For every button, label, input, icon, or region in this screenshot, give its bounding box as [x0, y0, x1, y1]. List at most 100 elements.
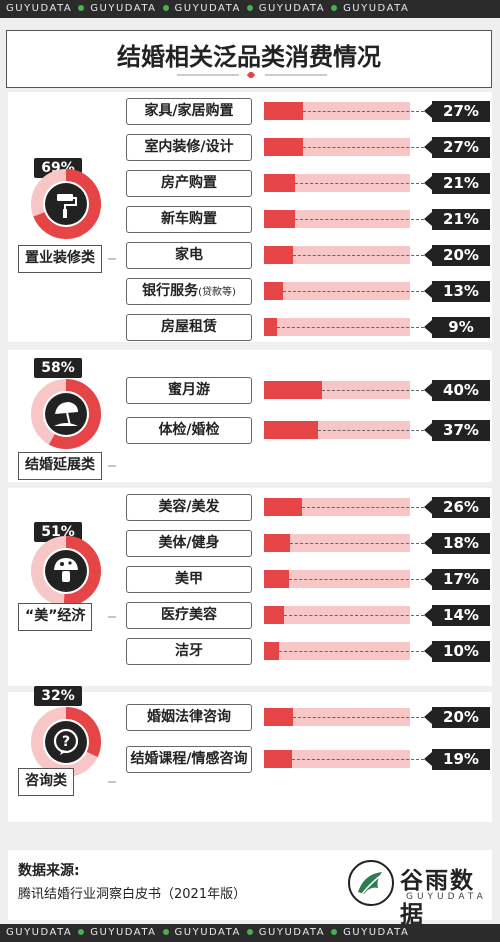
value-pointer [424, 644, 432, 658]
bar-category-label: 结婚课程/情感咨询 [126, 746, 252, 773]
bar-category-label: 蜜月游 [126, 377, 252, 404]
ticker-word: GUYUDATA [343, 3, 410, 14]
brand-subtitle: GUYUDATA [406, 892, 487, 902]
bar-row: 结婚课程/情感咨询 19% [8, 744, 492, 774]
bar-value-label: 10% [432, 641, 490, 662]
bar-category-label: 银行服务(贷款等) [126, 278, 252, 305]
infographic-frame: 结婚相关泛品类消费情况 69% 置业装修类 家具/家居购置 27% 室内装修/设计 27%… [0, 18, 500, 928]
category-label: 置业装修类 [18, 245, 102, 273]
category-share-badge: 58% [34, 358, 82, 378]
bottom-ticker: GUYUDATA GUYUDATA GUYUDATA GUYUDATA GUYUDATA [0, 924, 500, 942]
beach-umbrella-icon [54, 402, 78, 427]
bar-row: 房屋租赁 9% [8, 312, 492, 342]
bar-row: 房产购置 21% [8, 168, 492, 198]
brand-name: 谷雨数据 [400, 867, 475, 928]
value-pointer [424, 608, 432, 622]
donut-arc [31, 536, 101, 606]
bar-row: 婚姻法律咨询 20% [8, 702, 492, 732]
bar-row: 美容/美发 26% [8, 492, 492, 522]
value-pointer [424, 572, 432, 586]
ticker-dot [331, 929, 338, 935]
top-ticker: GUYUDATA GUYUDATA GUYUDATA GUYUDATA GUYUDATA [0, 0, 500, 18]
bar-row: 蜜月游 40% [8, 375, 492, 405]
bar-fill [264, 381, 322, 399]
bar-fill [264, 102, 303, 120]
bar-value-label: 20% [432, 707, 490, 728]
category-donut [31, 379, 101, 449]
bar-label-text: 洁牙 [175, 643, 203, 659]
bar-category-label: 医疗美容 [126, 602, 252, 629]
value-pointer [424, 212, 432, 226]
title-box: 结婚相关泛品类消费情况 [6, 30, 492, 88]
bar-value-label: 9% [432, 317, 490, 338]
category-section: 32%? 咨询类 婚姻法律咨询 20% 结婚课程/情感咨询 19% [8, 686, 492, 822]
bar-row: 洁牙 10% [8, 636, 492, 666]
value-pointer [424, 140, 432, 154]
donut-center [45, 393, 87, 435]
group-bracket [108, 465, 116, 467]
bar-value-label: 20% [432, 245, 490, 266]
bar-fill [264, 534, 290, 552]
bar-label-text: 家具/家居购置 [144, 103, 234, 119]
bar-leader-line [284, 615, 424, 616]
bar-category-label: 新车购置 [126, 206, 252, 233]
bar-value-label: 21% [432, 173, 490, 194]
bar-fill [264, 138, 303, 156]
bar-leader-line [277, 327, 424, 328]
bar-value-label: 37% [432, 420, 490, 441]
group-bracket [108, 258, 116, 260]
bar-leader-line [293, 255, 424, 256]
bar-value-label: 26% [432, 497, 490, 518]
bar-row: 新车购置 21% [8, 204, 492, 234]
ticker-dot [331, 5, 338, 11]
bar-value-label: 27% [432, 101, 490, 122]
page-title: 结婚相关泛品类消费情况 [117, 43, 381, 71]
bar-value-label: 13% [432, 281, 490, 302]
value-pointer [424, 176, 432, 190]
bar-value-label: 21% [432, 209, 490, 230]
svg-text:?: ? [62, 734, 70, 750]
bar-leader-line [295, 219, 424, 220]
category-label: 结婚延展类 [18, 452, 102, 480]
value-pointer [424, 104, 432, 118]
bar-label-text: 美体/健身 [158, 535, 220, 551]
group-bracket [108, 616, 116, 618]
bar-fill [264, 750, 292, 768]
bar-value-label: 14% [432, 605, 490, 626]
ticker-word: GUYUDATA [90, 3, 157, 14]
donut-arc [31, 169, 101, 239]
value-pointer [424, 284, 432, 298]
bar-row: 家电 20% [8, 240, 492, 270]
bar-category-label: 家电 [126, 242, 252, 269]
bar-row: 医疗美容 14% [8, 600, 492, 630]
bar-leader-line [289, 579, 424, 580]
bar-value-label: 27% [432, 137, 490, 158]
bar-leader-line [302, 507, 424, 508]
bar-label-text: 蜜月游 [168, 382, 210, 398]
ticker-word: GUYUDATA [90, 927, 157, 938]
bar-category-label: 房屋租赁 [126, 314, 252, 341]
ticker-dot [162, 5, 169, 11]
ticker-word: GUYUDATA [258, 3, 326, 14]
brand-logo-icon [348, 860, 394, 906]
category-section: 69% 置业装修类 家具/家居购置 27% 室内装修/设计 27% 房产购置 21% 新车购置 2… [8, 92, 492, 342]
bar-label-text: 室内装修/设计 [144, 139, 234, 155]
bar-row: 室内装修/设计 27% [8, 132, 492, 162]
bar-leader-line [292, 759, 424, 760]
ticker-dot [162, 929, 169, 935]
bar-category-label: 房产购置 [126, 170, 252, 197]
bar-label-text: 结婚课程/情感咨询 [130, 751, 248, 767]
category-label: “美”经济 [18, 603, 93, 631]
group-bracket [108, 781, 116, 783]
bar-value-label: 17% [432, 569, 490, 590]
bar-category-label: 体检/婚检 [126, 417, 252, 444]
category-section: 58% 结婚延展类 蜜月游 40% 体检/婚检 37% [8, 350, 492, 482]
bar-label-text: 美甲 [175, 571, 203, 587]
bar-leader-line [293, 717, 424, 718]
ticker-word: GUYUDATA [258, 927, 326, 938]
bar-leader-line [303, 147, 424, 148]
bar-label-text: 体检/婚检 [158, 422, 220, 438]
source-title: 数据来源: [18, 863, 80, 879]
ticker-word: GUYUDATA [174, 927, 241, 938]
ticker-dot [246, 5, 253, 11]
